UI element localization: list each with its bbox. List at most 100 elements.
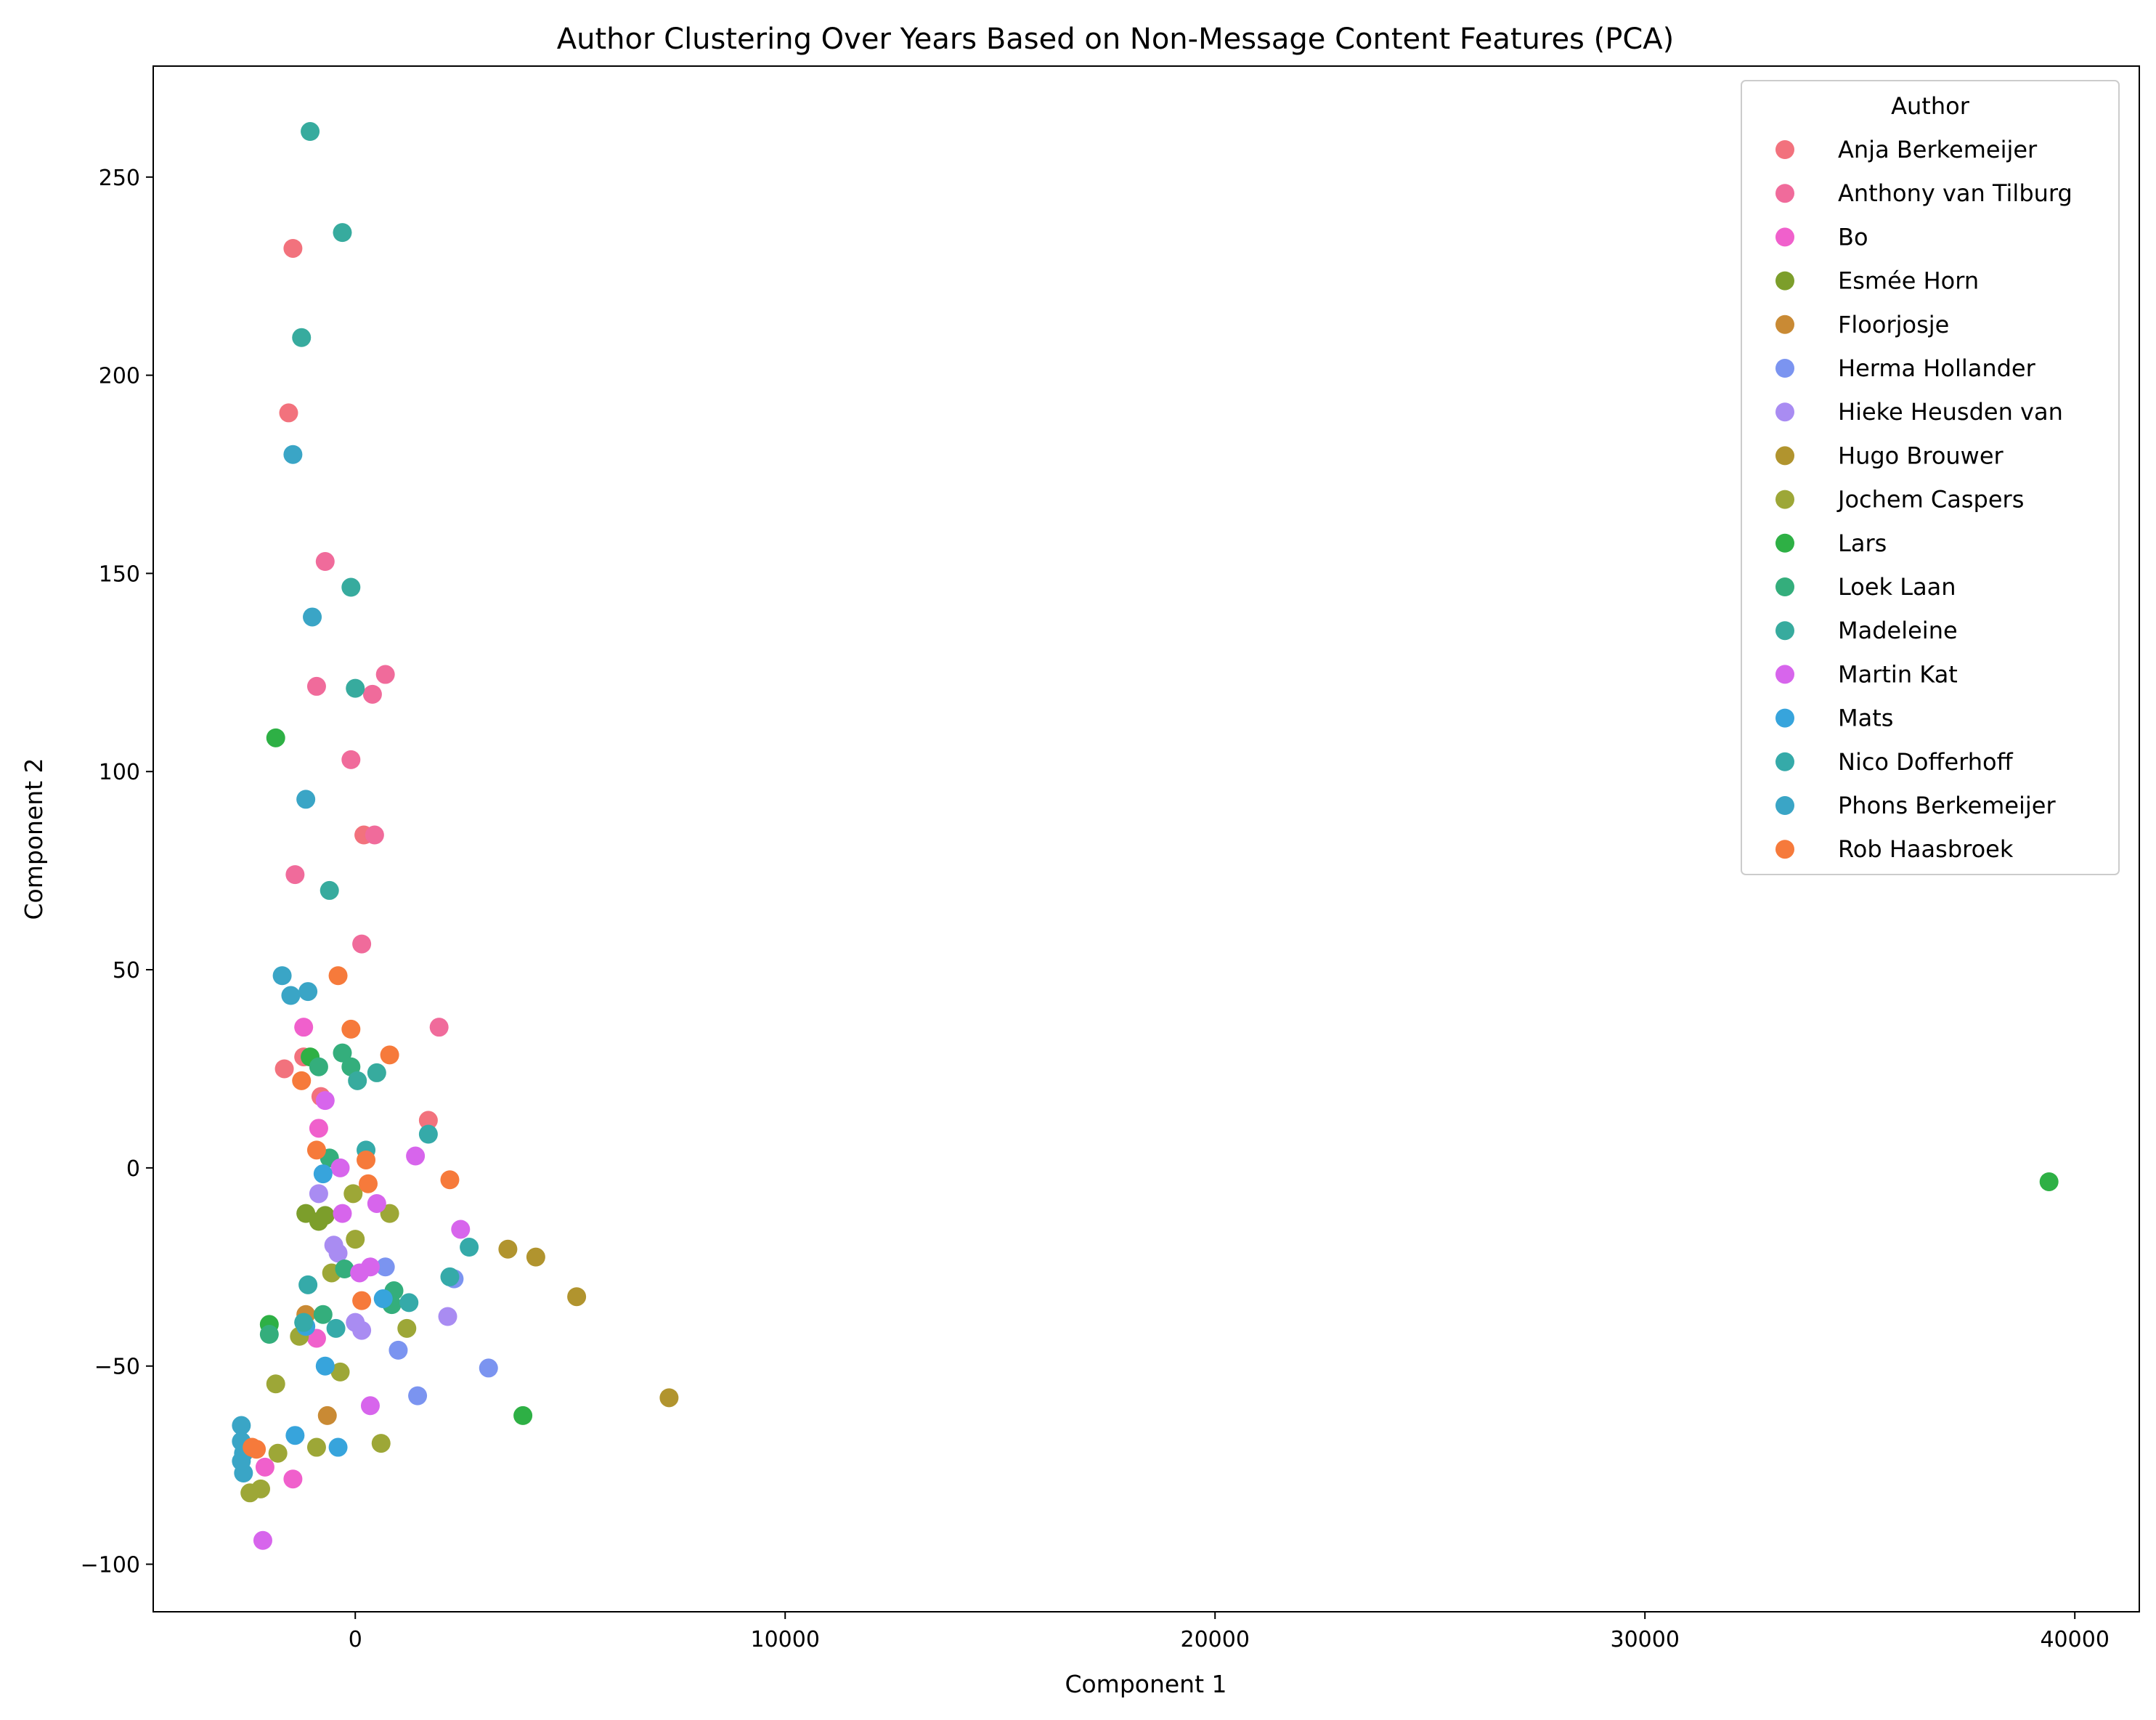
legend-marker-herma-hollander: [1775, 359, 1794, 378]
legend-marker-floorjosje: [1775, 315, 1794, 334]
y-axis: −100 −50 0 50 100 150 200 250: [81, 166, 153, 1578]
x-tick-label: 20000: [1180, 1627, 1249, 1652]
point-mats: [328, 1437, 348, 1457]
x-tick-label: 30000: [1610, 1627, 1679, 1652]
legend-marker-rob-haasbroek: [1775, 840, 1794, 859]
point-hugo-brouwer: [498, 1239, 518, 1259]
point-jochem-caspers: [346, 1230, 365, 1249]
point-jochem-caspers: [240, 1483, 260, 1503]
point-madeleine: [348, 1071, 367, 1090]
point-bo: [283, 1469, 303, 1489]
plot-area: 0 10000 20000 30000 40000 −100 −50 0 50 100 150 20…: [81, 65, 2140, 1652]
legend-label-madeleine: Madeleine: [1838, 617, 1958, 644]
point-phons-berkemeijer: [283, 445, 303, 464]
legend-items: Anja Berkemeijer Anthony van Tilburg Bo Esm…: [1775, 136, 2072, 863]
point-rob-haasbroek: [292, 1071, 312, 1090]
legend: Author Anja Berkemeijer Anthony van Tilbu…: [1741, 80, 2120, 875]
chart-title: Author Clustering Over Years Based on No…: [557, 23, 1674, 56]
point-bo: [255, 1457, 274, 1477]
legend-marker-jochem-caspers: [1775, 490, 1794, 509]
point-phons-berkemeijer: [232, 1416, 251, 1435]
point-esmee-horn: [315, 1206, 335, 1225]
point-jochem-caspers: [397, 1318, 417, 1338]
legend-label-hieke-heusden-van: Hieke Heusden van: [1838, 398, 2063, 426]
point-anthony-van-tilburg: [315, 552, 335, 572]
point-hugo-brouwer: [659, 1388, 679, 1408]
point-loek-laan: [313, 1305, 333, 1324]
legend-marker-hieke-heusden-van: [1775, 402, 1794, 422]
legend-marker-bo: [1775, 227, 1794, 247]
point-hieke-heusden-van: [328, 1244, 348, 1263]
point-madeleine: [367, 1063, 386, 1082]
point-lars: [266, 728, 285, 747]
point-anthony-van-tilburg: [362, 684, 382, 704]
legend-marker-mats: [1775, 708, 1794, 728]
point-mats: [373, 1289, 393, 1308]
point-anthony-van-tilburg: [285, 865, 305, 885]
point-rob-haasbroek: [358, 1174, 378, 1193]
point-lars: [513, 1405, 533, 1425]
legend-marker-anthony-van-tilburg: [1775, 184, 1794, 203]
y-tick-label: 100: [99, 760, 140, 785]
legend-marker-hugo-brouwer: [1775, 446, 1794, 466]
point-martin-kat: [367, 1193, 386, 1213]
point-phons-berkemeijer: [272, 966, 292, 986]
legend-marker-anja-berkemeijer: [1775, 140, 1794, 159]
point-rob-haasbroek: [440, 1170, 460, 1190]
point-rob-haasbroek: [328, 966, 348, 986]
point-jochem-caspers: [266, 1374, 285, 1394]
legend-label-bo: Bo: [1838, 223, 1868, 251]
point-anthony-van-tilburg: [341, 750, 361, 769]
legend-box: [1741, 80, 2120, 875]
point-martin-kat: [350, 1263, 370, 1283]
point-hugo-brouwer: [526, 1247, 545, 1267]
data-points: [232, 122, 2059, 1550]
x-axis-label: Component 1: [1065, 1670, 1227, 1698]
point-herma-hollander: [389, 1340, 408, 1360]
point-floorjosje: [317, 1405, 337, 1425]
point-mats: [285, 1426, 305, 1445]
legend-label-rob-haasbroek: Rob Haasbroek: [1838, 835, 2014, 863]
point-hieke-heusden-van: [352, 1321, 372, 1340]
legend-label-esmee-horn: Esmée Horn: [1838, 267, 1979, 295]
point-phons-berkemeijer: [298, 982, 318, 1002]
legend-label-herma-hollander: Herma Hollander: [1838, 354, 2036, 382]
legend-marker-madeleine: [1775, 621, 1794, 641]
legend-marker-martin-kat: [1775, 665, 1794, 684]
x-axis: 0 10000 20000 30000 40000: [349, 1612, 2110, 1652]
point-jochem-caspers: [268, 1443, 288, 1463]
plot-frame: [152, 65, 2140, 1612]
point-anthony-van-tilburg: [352, 934, 372, 954]
point-martin-kat: [333, 1204, 352, 1223]
legend-label-anthony-van-tilburg: Anthony van Tilburg: [1838, 179, 2072, 207]
point-rob-haasbroek: [357, 1150, 376, 1169]
point-phons-berkemeijer: [296, 790, 316, 809]
point-nico-dofferhoff: [298, 1275, 318, 1294]
point-madeleine: [341, 577, 361, 597]
y-tick-label: 250: [99, 166, 140, 191]
point-jochem-caspers: [371, 1434, 391, 1453]
point-anthony-van-tilburg: [375, 665, 395, 684]
point-phons-berkemeijer: [234, 1464, 253, 1483]
y-tick-label: 0: [126, 1156, 140, 1182]
point-rob-haasbroek: [243, 1437, 262, 1457]
legend-marker-esmee-horn: [1775, 271, 1794, 291]
point-lars: [2039, 1172, 2059, 1191]
point-martin-kat: [451, 1220, 471, 1239]
point-madeleine: [333, 223, 352, 243]
legend-label-jochem-caspers: Jochem Caspers: [1836, 486, 2024, 514]
y-axis-label: Component 2: [20, 758, 48, 920]
legend-label-loek-laan: Loek Laan: [1838, 573, 1956, 601]
legend-label-floorjosje: Floorjosje: [1838, 311, 1949, 338]
point-anja-berkemeijer: [418, 1111, 438, 1130]
legend-label-hugo-brouwer: Hugo Brouwer: [1838, 442, 2004, 469]
legend-marker-nico-dofferhoff: [1775, 752, 1794, 771]
point-anja-berkemeijer: [274, 1059, 294, 1079]
point-jochem-caspers: [380, 1204, 399, 1223]
point-rob-haasbroek: [380, 1045, 399, 1065]
point-madeleine: [301, 122, 320, 142]
point-rob-haasbroek: [341, 1019, 361, 1039]
point-nico-dofferhoff: [326, 1318, 346, 1338]
x-tick-label: 10000: [751, 1627, 820, 1652]
